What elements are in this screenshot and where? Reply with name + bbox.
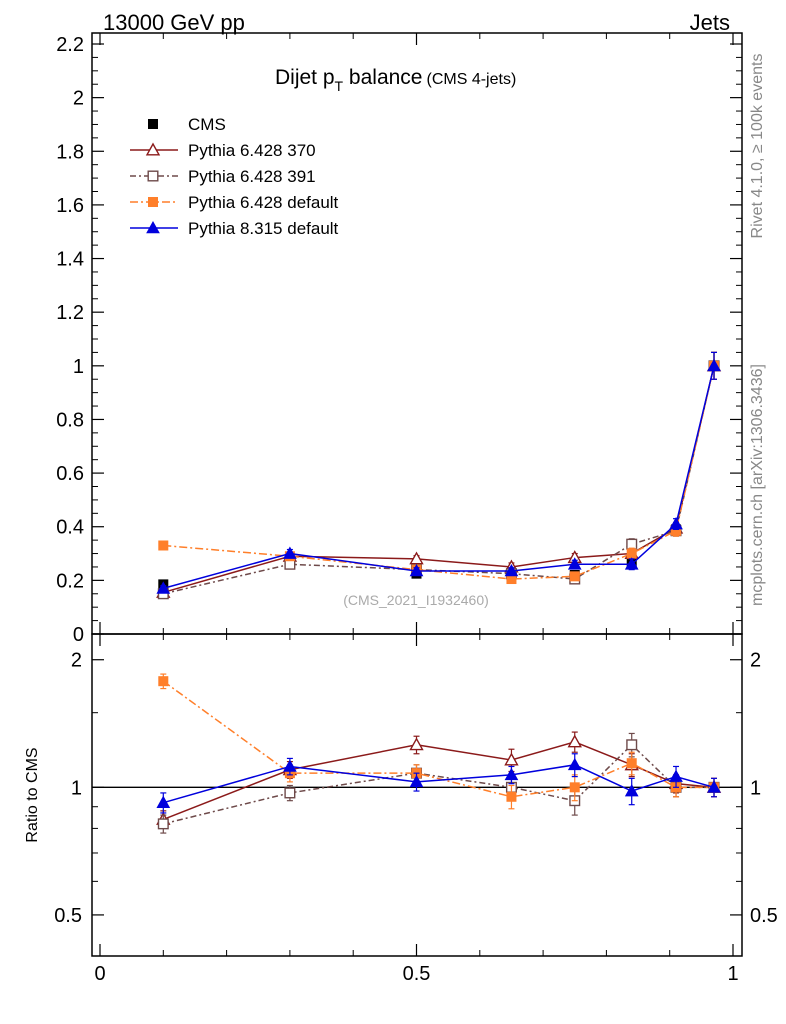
xtick-label: 0.5 [403,963,431,985]
data-point [409,774,424,788]
data-point [156,581,171,594]
data-point [283,759,297,772]
legend-label: Pythia 8.315 default [188,219,339,238]
ratio-ytick-label: 0.5 [54,905,82,927]
data-point [569,782,580,793]
main-ytick-label: 2.2 [56,34,84,56]
main-ytick-label: 1.6 [56,195,84,217]
data-point [504,563,519,577]
ratio-series-line [163,764,715,804]
data-point [626,538,638,550]
legend-label: Pythia 6.428 370 [188,141,316,160]
data-point [506,791,517,802]
main-ytick-label: 2 [73,88,84,110]
main-ytick-label: 0.4 [56,517,84,539]
data-point [669,517,683,530]
mcplots-label: mcplots.cern.ch [arXiv:1306.3436] [749,364,766,606]
main-ytick-label: 0.2 [56,570,84,592]
rivet-label: Rivet 4.1.0, ≥ 100k events [749,54,766,239]
data-point [148,119,158,129]
series-line [163,365,715,595]
xtick-label: 1 [727,963,738,985]
ratio-ytick-label: 2 [71,650,82,672]
main-ytick-label: 1 [73,356,84,378]
main-ytick-label: 0.6 [56,463,84,485]
main-ytick-label: 1.2 [56,302,84,324]
data-point [669,769,683,782]
legend-label: Pythia 6.428 default [188,193,339,212]
data-point [147,170,159,182]
ratio-series-line [162,680,715,798]
data-point [624,784,639,797]
data-point [158,676,169,687]
title-tail: balance [343,66,422,89]
data-point [409,563,424,577]
data-point [157,818,169,830]
data-point [284,787,296,799]
series-line [163,365,715,580]
data-point [409,737,424,751]
ratio-ytick-label-right: 0.5 [750,905,778,927]
title-note: (CMS 4-jets) [427,71,517,88]
data-point [148,197,158,207]
main-ytick-label: 0 [73,624,84,646]
data-point [283,546,297,559]
data-point [626,758,637,769]
ratio-ytick-label-right: 1 [750,777,761,799]
ratio-ylabel: Ratio to CMS [24,747,41,842]
data-point [156,795,171,808]
energy-label: 13000 GeV pp [103,10,245,35]
chart-title: Dijet pT balance (CMS 4-jets) [275,66,516,94]
data-point [146,220,160,234]
data-point [504,767,519,781]
data-point [707,780,721,793]
main-ytick-label: 1.8 [56,141,84,163]
data-point [707,358,721,372]
main-ytick-label: 1.4 [56,249,84,271]
data-point [158,540,169,551]
data-point [504,752,519,766]
data-point [567,734,582,748]
data-point [626,739,638,751]
ratio-ytick-label: 1 [71,777,82,799]
main-ytick-label: 0.8 [56,409,84,431]
category-label: Jets [690,10,730,35]
data-point [624,557,639,570]
data-point [145,142,161,156]
legend-label: Pythia 6.428 391 [188,167,316,186]
data-point [409,551,424,565]
ratio-series-line [163,743,715,825]
ratio-ytick-label-right: 2 [750,650,761,672]
analysis-watermark: (CMS_2021_I1932460) [343,592,489,608]
title-main: Dijet p [275,66,335,89]
title-sub: T [335,78,344,94]
data-point [569,571,580,582]
data-point [567,557,582,570]
xtick-label: 0 [94,963,105,985]
legend-label: CMS [188,115,226,134]
series-line [163,365,715,590]
data-point [626,548,637,559]
data-point [567,757,582,771]
